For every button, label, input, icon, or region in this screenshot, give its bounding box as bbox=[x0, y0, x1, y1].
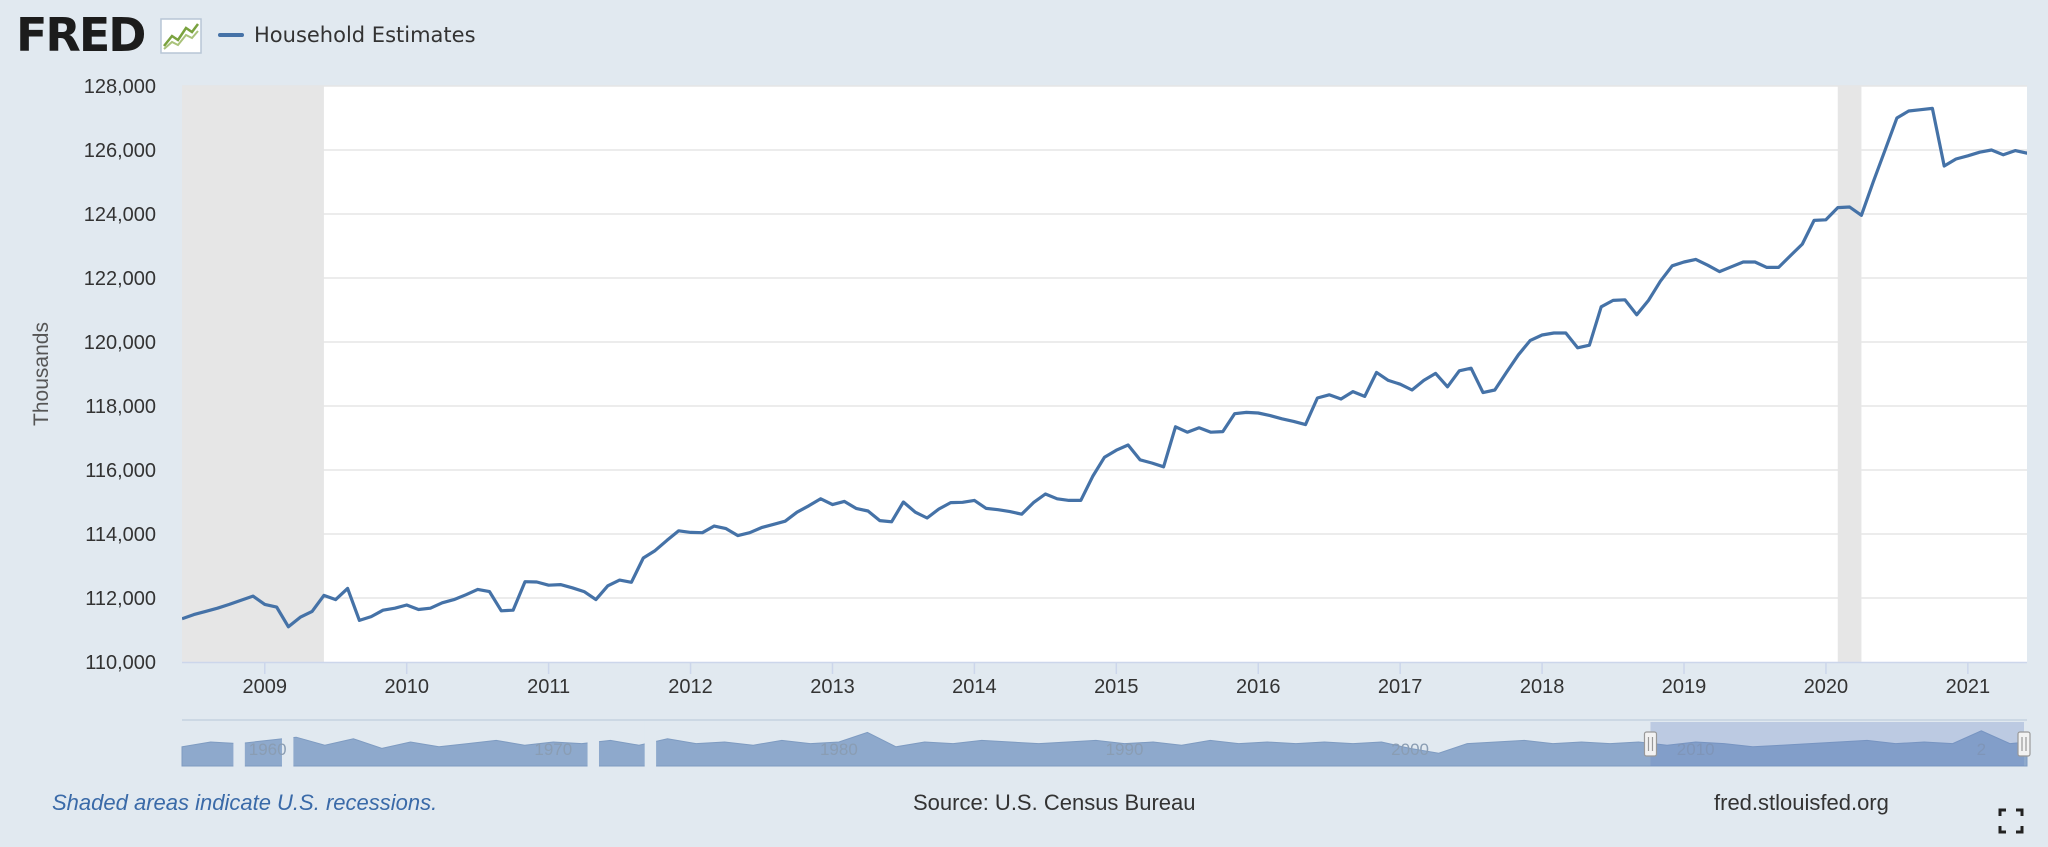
legend-series-label: Household Estimates bbox=[254, 23, 476, 47]
x-tick-label: 2010 bbox=[384, 676, 429, 698]
y-tick-label: 118,000 bbox=[85, 396, 156, 418]
x-tick-label: 2013 bbox=[810, 676, 855, 698]
recession-note[interactable]: Shaded areas indicate U.S. recessions. bbox=[52, 790, 438, 815]
fullscreen-icon[interactable] bbox=[1998, 808, 2024, 834]
y-tick-label: 128,000 bbox=[84, 76, 156, 98]
y-tick-label: 114,000 bbox=[85, 524, 156, 546]
navigator-selection[interactable] bbox=[1650, 722, 2024, 766]
y-tick-label: 124,000 bbox=[84, 204, 156, 226]
recession-shading bbox=[182, 86, 1862, 662]
x-tick-label: 2019 bbox=[1662, 676, 1707, 698]
source-text: Source: U.S. Census Bureau bbox=[913, 790, 1196, 815]
x-tick-label: 2018 bbox=[1520, 676, 1565, 698]
series-legend[interactable]: Household Estimates bbox=[218, 18, 476, 52]
navigator-gap bbox=[587, 721, 599, 767]
recession-band-0 bbox=[182, 86, 324, 662]
recession-band-1 bbox=[1837, 86, 1862, 662]
plot-background bbox=[182, 86, 2027, 662]
range-navigator[interactable]: 1960 1970 1980 1990 2000 2010 2 bbox=[181, 719, 2031, 767]
x-tick-label: 2014 bbox=[952, 676, 997, 698]
x-tick-label: 2021 bbox=[1946, 676, 1991, 698]
navigator-tick-label: 1980 bbox=[820, 740, 858, 759]
y-tick-label: 122,000 bbox=[84, 268, 156, 290]
navigator-tick-label: 2000 bbox=[1391, 740, 1429, 759]
x-tick-label: 2009 bbox=[243, 676, 288, 698]
navigator-tick-label: 1960 bbox=[249, 740, 287, 759]
navigator-gap bbox=[281, 721, 294, 767]
navigator-handle-left[interactable] bbox=[1643, 731, 1658, 757]
navigator-area bbox=[181, 730, 2028, 767]
x-tick-label: 2015 bbox=[1094, 676, 1139, 698]
fred-chart-logo-icon bbox=[160, 18, 202, 54]
fred-logo[interactable]: FRED bbox=[16, 8, 146, 62]
legend-line-swatch bbox=[218, 33, 244, 37]
y-tick-label: 126,000 bbox=[84, 140, 156, 162]
x-tick-label: 2012 bbox=[668, 676, 713, 698]
navigator-tick-label: 1990 bbox=[1106, 740, 1144, 759]
y-tick-label: 116,000 bbox=[85, 460, 156, 482]
y-axis-title: Thousands bbox=[30, 322, 53, 426]
navigator-handle-right[interactable] bbox=[2017, 731, 2031, 757]
gridlines bbox=[182, 85, 2027, 599]
x-tick-label: 2016 bbox=[1236, 676, 1281, 698]
navigator-tick-label: 2010 bbox=[1677, 740, 1715, 759]
navigator-tick-label: 1970 bbox=[534, 740, 572, 759]
y-tick-label: 120,000 bbox=[84, 332, 156, 354]
x-axis-ticks: 2009 2010 2011 2012 2013 2014 2015 2016 2017 2018… bbox=[182, 661, 2027, 698]
y-axis-ticks: 110,000 112,000 114,000 116,000 118,000 120,0… bbox=[84, 76, 156, 674]
x-tick-label: 2017 bbox=[1378, 676, 1423, 698]
line-chart[interactable]: 110,000 112,000 114,000 116,000 118,000 120,0… bbox=[0, 0, 2048, 790]
y-tick-label: 110,000 bbox=[85, 652, 156, 674]
navigator-gap bbox=[644, 721, 657, 767]
y-tick-label: 112,000 bbox=[85, 588, 156, 610]
x-tick-label: 2020 bbox=[1804, 676, 1849, 698]
series-lines bbox=[182, 106, 2048, 629]
series-line-0[interactable] bbox=[182, 106, 2048, 629]
site-link[interactable]: fred.stlouisfed.org bbox=[1714, 790, 1889, 815]
navigator-gap bbox=[233, 721, 245, 767]
navigator-tick-label: 2 bbox=[1977, 740, 1986, 759]
x-tick-label: 2011 bbox=[527, 676, 570, 698]
chart-header: FRED Household Estimates bbox=[0, 0, 2048, 70]
